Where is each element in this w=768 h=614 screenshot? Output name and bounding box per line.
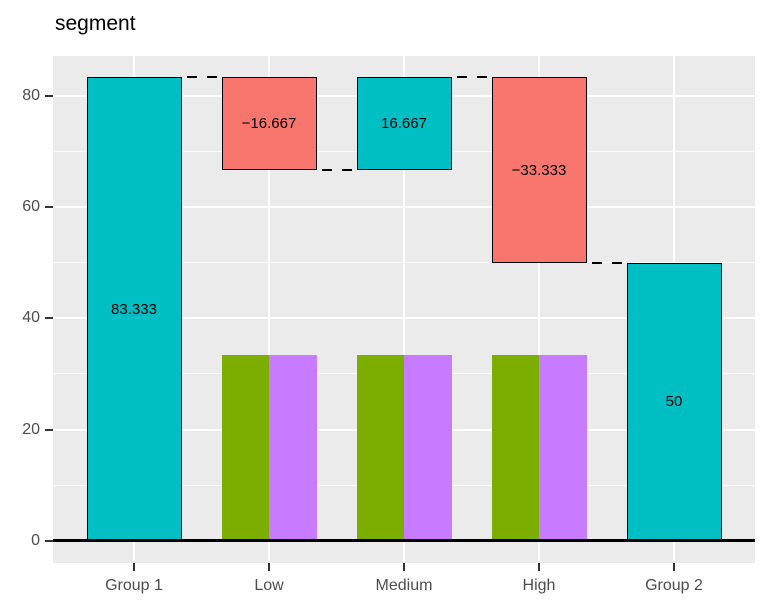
x-tick-label: Low — [254, 577, 284, 594]
y-axis-tick — [45, 317, 53, 320]
connector-dashed-line — [181, 76, 222, 79]
grouped-bar-purple — [269, 355, 317, 541]
connector-dashed-line — [316, 169, 357, 172]
chart-title: segment — [55, 12, 136, 35]
x-axis-tick — [268, 563, 270, 571]
waterfall-bar-high: −33.333 — [491, 77, 587, 263]
x-axis-tick — [673, 563, 675, 571]
y-tick-label: 0 — [31, 531, 40, 549]
y-axis-tick — [45, 539, 53, 542]
bar-value-label: −33.333 — [511, 161, 567, 179]
bar-value-label: 50 — [665, 393, 683, 411]
gridline-major-x — [538, 56, 540, 563]
y-tick-label: 60 — [22, 198, 40, 216]
x-tick-label: Group 1 — [105, 577, 163, 594]
y-tick-label: 20 — [22, 420, 40, 438]
waterfall-bar-group-1: 83.333 — [86, 77, 182, 541]
x-tick-label: Medium — [375, 577, 433, 594]
x-tick-label: High — [522, 577, 556, 594]
waterfall-bar-medium: 16.667 — [356, 77, 452, 171]
x-axis-tick — [133, 563, 135, 571]
x-tick-label: Group 2 — [645, 577, 703, 594]
y-axis-tick — [45, 428, 53, 431]
gridline-major-x — [403, 56, 405, 563]
x-axis-tick — [403, 563, 405, 571]
grouped-bar-green — [221, 355, 269, 541]
grouped-bar-purple — [539, 355, 587, 541]
bar-value-label: 16.667 — [381, 115, 427, 133]
y-tick-label: 40 — [22, 309, 40, 327]
connector-dashed-line — [586, 261, 627, 264]
grouped-bar-purple — [404, 355, 452, 541]
grouped-bar-green — [491, 355, 539, 541]
connector-dashed-line — [451, 76, 492, 79]
bar-value-label: −16.667 — [241, 115, 297, 133]
zero-baseline — [53, 539, 755, 543]
waterfall-bar-low: −16.667 — [221, 77, 317, 171]
y-axis-tick — [45, 206, 53, 209]
y-axis-tick — [45, 95, 53, 98]
waterfall-bar-group-2: 50 — [626, 262, 722, 541]
grouped-bar-green — [356, 355, 404, 541]
plot-panel: 83.333 −16.667 16.667 −33.333 50 — [53, 56, 755, 563]
gridline-major-x — [268, 56, 270, 563]
bar-value-label: 83.333 — [111, 300, 157, 318]
y-tick-label: 80 — [22, 87, 40, 105]
x-axis-tick — [538, 563, 540, 571]
